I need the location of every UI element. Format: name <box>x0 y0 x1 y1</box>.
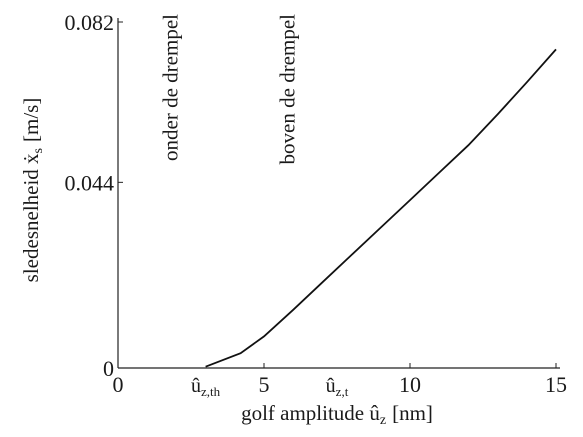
y-ticks: 0 0.044 0.082 <box>65 10 123 381</box>
x-tick-label: 10 <box>399 372 421 397</box>
y-axis-label: sledesnelheid ẋs [m/s] <box>19 98 46 283</box>
y-tick-label: 0.044 <box>65 170 115 195</box>
x-tick-label: 15 <box>545 372 567 397</box>
x-axis-label: golf amplitude ûz [nm] <box>241 401 433 428</box>
series-line <box>205 48 557 368</box>
region-label: onder de drempel <box>159 14 183 161</box>
y-tick-label: 0.082 <box>65 10 115 35</box>
region-labels: onder de drempel boven de drempel <box>159 14 300 165</box>
threshold-marker-label: ûz,th <box>191 375 221 399</box>
x-tick-label: 5 <box>259 372 270 397</box>
y-tick-label: 0 <box>103 356 114 381</box>
threshold-marker-label: ûz,t <box>326 375 349 399</box>
x-ticks: 0 5 10 15 <box>113 363 567 397</box>
x-axis-label-unit: [nm] <box>392 401 433 425</box>
axes <box>117 18 560 369</box>
x-tick-label: 0 <box>113 372 124 397</box>
y-axis-label-main: sledesnelheid ẋ <box>19 153 43 282</box>
x-axis-label-main: golf amplitude û <box>241 401 380 425</box>
y-axis-label-unit: [m/s] <box>19 98 43 142</box>
x-axis-label-sub: z <box>380 413 386 428</box>
threshold-markers: ûz,th ûz,t <box>191 375 349 399</box>
y-axis-label-sub: s <box>31 148 46 153</box>
region-label: boven de drempel <box>275 14 299 165</box>
